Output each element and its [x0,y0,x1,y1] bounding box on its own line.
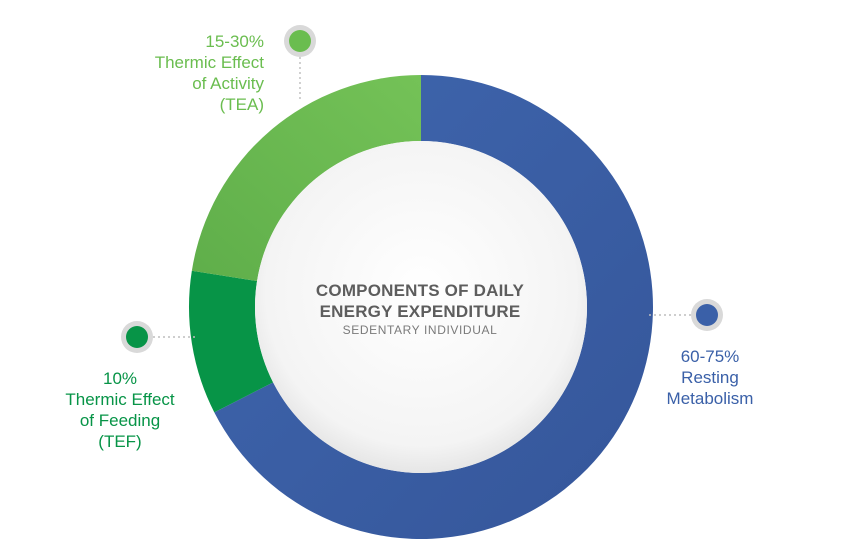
slice-label-tef-line-4: (TEF) [98,432,142,451]
chart-title-line-2: ENERGY EXPENDITURE [319,302,521,321]
slice-label-tea-line-3: of Activity [192,74,264,93]
slice-label-tef-line-1: 10% [102,369,138,388]
slice-label-tea-line-4: (TEA) [219,95,264,114]
donut-center [255,141,587,473]
slice-tef [188,270,274,413]
chart-subtitle: SEDENTARY INDIVIDUAL [342,323,498,337]
marker-dot-tef [126,326,148,348]
slice-label-tef: 10% Thermic Effect of Feeding (TEF) [40,368,200,452]
slice-label-tef-line-2: Thermic Effect [65,390,175,409]
marker-dot-tea [289,30,311,52]
slice-label-tea-line-1: 15-30% [205,32,264,51]
slice-label-rm-line-2: Resting [681,368,739,387]
slice-label-tef-line-3: of Feeding [79,411,161,430]
slice-label-rm: 60-75% Resting Metabolism [640,346,780,409]
slice-label-tea: 15-30% Thermic Effect of Activity (TEA) [60,31,264,115]
slice-label-tea-line-2: Thermic Effect [154,53,264,72]
slice-label-rm-line-3: Metabolism [666,389,754,408]
marker-dot-rm [696,304,718,326]
slice-rm [214,75,654,539]
slice-label-rm-line-1: 60-75% [680,347,740,366]
chart-title-line-1: COMPONENTS OF DAILY [315,281,525,300]
slice-tea [191,75,421,282]
